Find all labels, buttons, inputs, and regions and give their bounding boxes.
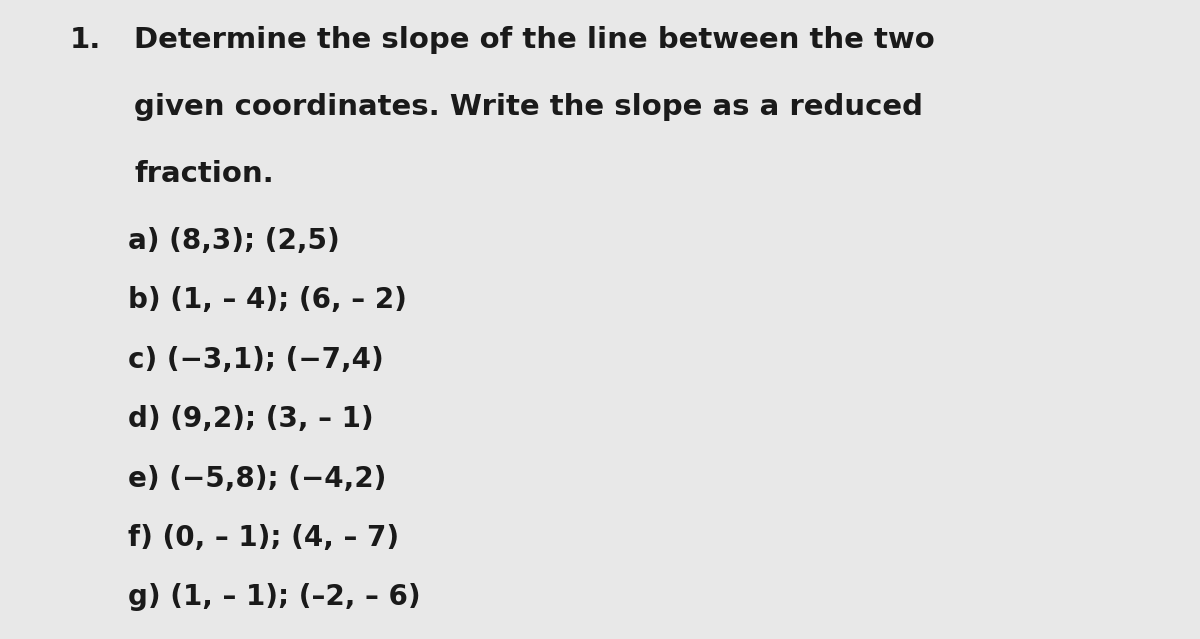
Text: given coordinates. Write the slope as a reduced: given coordinates. Write the slope as a … (134, 93, 924, 121)
Text: Determine the slope of the line between the two: Determine the slope of the line between … (134, 26, 935, 54)
Text: d) (9,2); (3, – 1): d) (9,2); (3, – 1) (128, 405, 374, 433)
Text: fraction.: fraction. (134, 160, 274, 188)
Text: a) (8,3); (2,5): a) (8,3); (2,5) (128, 227, 340, 255)
Text: c) (−3,1); (−7,4): c) (−3,1); (−7,4) (128, 346, 384, 374)
Text: b) (1, – 4); (6, – 2): b) (1, – 4); (6, – 2) (128, 286, 407, 314)
Text: f) (0, – 1); (4, – 7): f) (0, – 1); (4, – 7) (128, 524, 400, 552)
Text: g) (1, – 1); (–2, – 6): g) (1, – 1); (–2, – 6) (128, 583, 421, 612)
Text: e) (−5,8); (−4,2): e) (−5,8); (−4,2) (128, 465, 386, 493)
Text: 1.: 1. (70, 26, 101, 54)
